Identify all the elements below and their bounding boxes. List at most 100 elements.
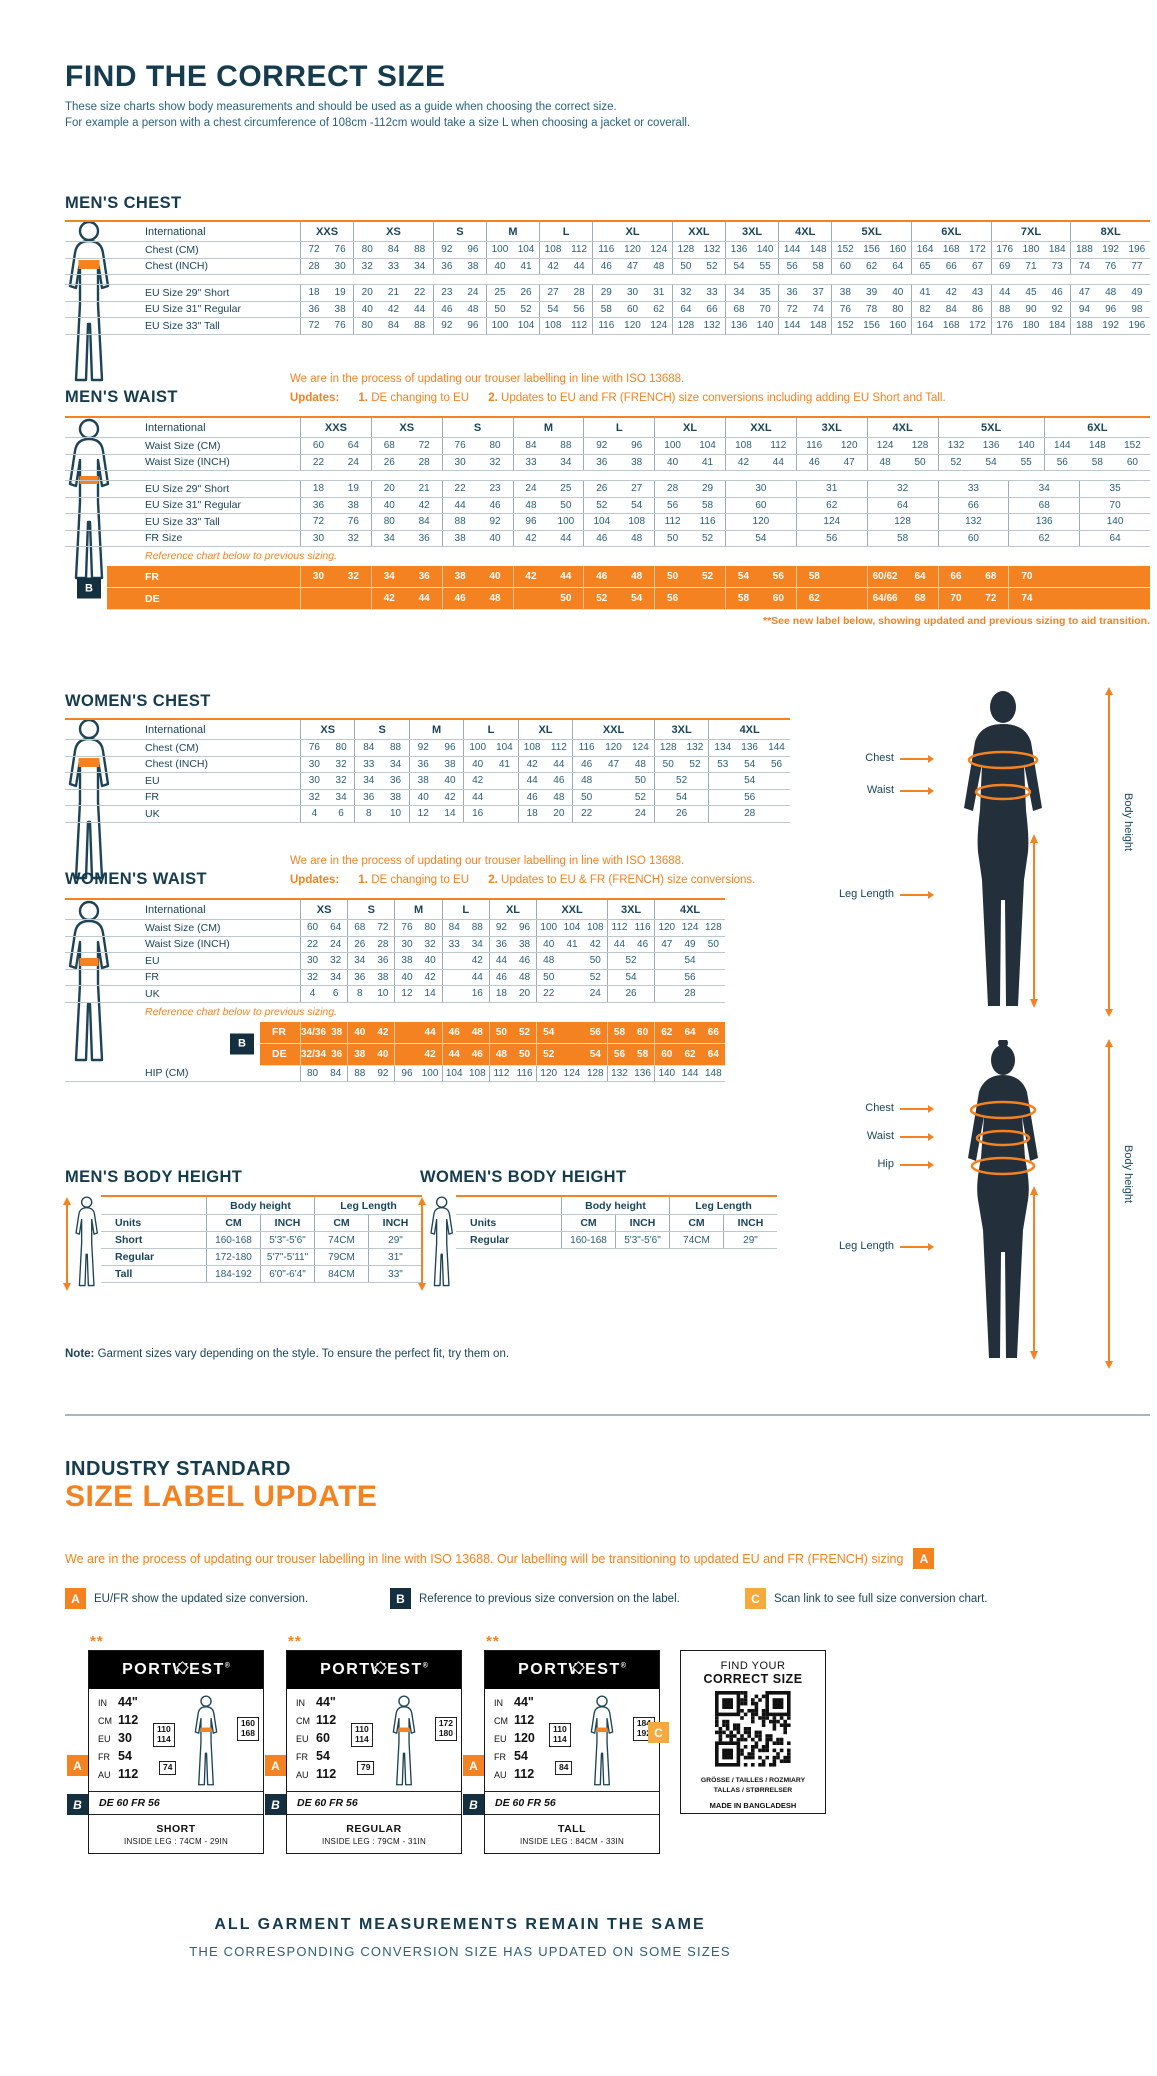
qr-code (715, 1691, 791, 1772)
size-value: 47 (626, 260, 639, 272)
size-cell: 134 136 144 (708, 740, 790, 756)
size-value: 30 (308, 775, 320, 787)
size-value: 52 (518, 1026, 531, 1038)
size-value: 54 (589, 1048, 601, 1060)
size-value: 88 (354, 1067, 366, 1079)
fit-name: SHORT (156, 1822, 196, 1835)
size-cell: 46 48 (583, 566, 654, 587)
size-value: 168 (942, 320, 960, 332)
size-value: 36 (354, 971, 366, 983)
size-value: 58 (613, 1026, 626, 1038)
size-cell: 80 84 (370, 514, 442, 530)
size-cell: 46 48 (517, 789, 572, 805)
size-cell: 80 84 (300, 1065, 347, 1081)
asterisks-mark: ** (288, 1633, 302, 1650)
size-value: 104 (517, 320, 535, 332)
size-cell: 62 (795, 588, 867, 609)
spacer-cell (101, 1197, 206, 1214)
updates-label: Updates: (290, 392, 340, 404)
hip-arrow-icon (900, 1161, 934, 1169)
size-cell: 70 72 (937, 588, 1009, 609)
row-label: Waist Size (INCH) (145, 456, 230, 469)
size-value: 70 (950, 593, 962, 604)
size-cell: 46 48 (488, 969, 536, 985)
size-value: 92 (495, 922, 507, 934)
size-cell: 56 58 (654, 497, 725, 513)
size-value: 54 (744, 758, 756, 770)
size-cell: 100 104 108 (536, 920, 607, 936)
size-value: 46 (553, 775, 565, 787)
mens-body-height-table: Body height Leg Length Units CM INCH CM INCH Sh… (101, 1195, 422, 1283)
size-value: 30 (334, 260, 346, 272)
size-cell: 72 76 (300, 514, 371, 530)
table-row: UK 4 6 8 10 12 14 16 18 20 22 24 26 28 (65, 806, 790, 823)
size-value: 64 (680, 303, 692, 315)
size-value: 176 (996, 320, 1014, 332)
size-cell: 94 96 98 (1070, 301, 1150, 317)
size-cell: 42 44 (512, 566, 584, 587)
size-value: 116 (806, 440, 823, 452)
size-value: 120 (624, 244, 641, 256)
size-value: 32 (308, 791, 320, 803)
size-value: 46 (600, 260, 612, 272)
size-cell: 104 108 (583, 514, 654, 530)
size-value: 42 (589, 938, 601, 950)
size-value: 47 (607, 758, 620, 770)
size-spec-list: IN 44" CM 112 EU 120 FR 54 AU 112 (494, 1695, 535, 1785)
update-note-line2: Updates: 1. DE changing to EU 2. Updates… (290, 389, 946, 408)
garment-label: PORTWEST® IN 44" CM 112 EU 30 FR 54 AU 112 110 114 16… (67, 1650, 264, 1854)
update-note-line1: We are in the process of updating our tr… (290, 855, 685, 867)
size-value: 44 (999, 287, 1011, 299)
size-value: 88 (560, 440, 572, 452)
size-cell: 36 38 (408, 756, 463, 772)
row-label: EU (145, 954, 160, 967)
column-header: XXL (572, 720, 654, 739)
size-value: 65 (919, 260, 931, 272)
group-header: Body height (206, 1197, 314, 1214)
size-value: 80 (361, 320, 373, 332)
size-value: 144 (1053, 440, 1071, 452)
size-value: 44 (560, 532, 572, 544)
size-cell: 28 30 (300, 258, 353, 274)
size-value: 100 (540, 922, 558, 934)
size-value: 62 (866, 260, 878, 272)
size-value: 16 (472, 808, 484, 820)
size-value: 14 (424, 988, 436, 1000)
size-value: 30 (401, 938, 413, 950)
size-value: 46 (808, 456, 820, 468)
size-value: 32 (489, 456, 501, 468)
spec-value: 54 (316, 1749, 330, 1763)
size-cell: 176 180 184 (990, 242, 1071, 258)
size-value: 88 (471, 922, 483, 934)
size-value: 48 (495, 1048, 507, 1060)
size-value: 76 (454, 440, 466, 452)
size-cell: 62 (795, 497, 867, 513)
spec-value: 44" (514, 1695, 534, 1709)
qr-languages-line2: TALLAS / STØRRELSER (713, 1786, 793, 1794)
column-header: XS (370, 418, 442, 437)
size-value: 96 (518, 922, 531, 934)
table-row: FR 30 32 34 36 38 40 42 44 46 48 50 52 54 56 58 60/62 64 6… (107, 566, 1150, 588)
size-value: 24 (347, 456, 359, 468)
spec-key: IN (494, 1698, 503, 1708)
size-value: 20 (383, 483, 395, 495)
size-value: 42 (383, 593, 395, 604)
size-value: 24 (525, 483, 537, 495)
size-value: 33 (448, 938, 460, 950)
size-value: 40 (401, 971, 413, 983)
previous-size-row: B DE 60 FR 56 (67, 1791, 263, 1815)
group-header-row: Body height Leg Length (101, 1195, 422, 1215)
column-header: INCH (615, 1215, 669, 1231)
size-spec-row: EU 60 (296, 1731, 336, 1749)
size-cell: 26 28 (347, 936, 394, 952)
size-value: 37 (812, 287, 824, 299)
size-value: 64 (330, 922, 342, 934)
size-value: 116 (634, 922, 651, 934)
size-cell: 36 38 (583, 454, 654, 470)
size-value: 38 (331, 1026, 343, 1038)
mens-waist-title: MEN'S WAIST (65, 388, 178, 406)
size-value: 188 (1076, 320, 1093, 332)
footer-line1: ALL GARMENT MEASUREMENTS REMAIN THE SAME (214, 1916, 706, 1933)
size-value: 88 (454, 516, 466, 528)
size-value: 23 (441, 287, 453, 299)
